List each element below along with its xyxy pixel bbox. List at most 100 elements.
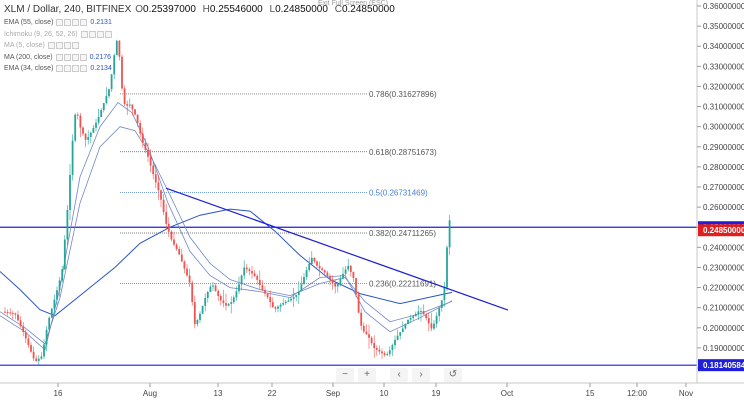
candle-body [297,291,300,295]
price-tick-label: 0.33000000 [703,62,744,71]
candle-body [303,276,305,285]
price-badge-label: 0.18140584 [703,361,744,370]
indicator-control-icon[interactable] [55,42,63,49]
exit-fullscreen-button[interactable]: Exit Full Screen (ESC) [318,0,389,7]
price-tick-label: 0.32000000 [703,82,744,91]
candle-body [427,318,430,324]
candle-body [222,300,225,304]
price-tick-label: 0.21000000 [703,304,744,313]
symbol-title[interactable]: XLM / Dollar, 240, BITFINEX [4,4,132,15]
candle-body [253,273,256,277]
candle-body [258,279,261,286]
indicator-row[interactable]: Ichimoku (9, 26, 52, 26) [4,30,115,38]
candle-body [217,290,220,297]
candle-body [308,263,311,271]
candle-body [95,122,97,128]
indicator-control-icon[interactable] [63,53,71,61]
price-tick-label: 0.30000000 [703,123,744,132]
candle-body [89,132,92,138]
candle-body [357,294,360,313]
indicator-value: 0.2131 [90,19,112,26]
indicator-controls[interactable] [56,19,88,26]
candle-body [6,312,9,314]
indicator-controls[interactable] [80,30,112,38]
candle-body [225,303,227,306]
candle-body [43,344,45,357]
candle-body [152,165,155,175]
indicator-control-icon[interactable] [56,19,64,26]
descending-trendline[interactable] [165,187,509,311]
indicator-control-icon[interactable] [80,19,88,26]
candle-body [118,40,121,57]
candle-body [92,127,95,133]
time-tick-label: 12:00 [627,389,648,398]
candle-body [360,312,363,326]
candle-body [323,270,326,273]
candle-body [71,140,74,175]
zoom-out-button[interactable]: − [336,368,354,382]
indicator-control-icon[interactable] [64,65,72,72]
indicator-control-icon[interactable] [63,42,71,49]
indicator-control-icon[interactable] [80,65,88,72]
indicator-controls[interactable] [56,65,88,72]
scroll-left-button[interactable]: ‹ [390,368,408,382]
candle-body [292,296,295,299]
candle-body [139,123,142,134]
indicator-controls[interactable] [47,42,79,49]
scroll-right-button[interactable]: › [412,368,430,382]
candle-body [251,271,253,274]
indicator-control-icon[interactable] [104,30,112,38]
candle-body [131,104,134,110]
candle-body [45,329,48,345]
candle-body [235,291,238,298]
candle-body [17,314,19,321]
candle-body [121,56,123,89]
candle-body [316,261,318,266]
indicator-control-icon[interactable] [71,42,79,49]
candle-body [448,220,451,248]
candle-body [108,89,110,97]
indicator-control-icon[interactable] [88,30,96,38]
indicator-control-icon[interactable] [56,65,64,72]
candle-body [386,354,389,356]
candle-body [355,278,357,295]
indicator-row[interactable]: EMA (34, close) 0.2134 [4,65,112,72]
candle-body [178,249,181,255]
indicator-row[interactable]: MA (5, close) [4,42,82,49]
candle-body [66,209,69,240]
indicator-control-icon[interactable] [72,65,80,72]
candle-body [383,353,386,355]
indicator-row[interactable]: MA (200, close) 0.2176 [4,53,111,61]
candle-body [63,239,66,270]
indicator-control-icon[interactable] [80,30,88,38]
candle-body [349,265,352,273]
candle-body [420,311,422,313]
candle-body [274,307,277,309]
candle-body [149,156,152,166]
candle-body [61,269,64,281]
candle-body [430,323,433,329]
indicator-control-icon[interactable] [47,42,55,49]
candle-body [284,301,287,304]
price-tick-label: 0.34000000 [703,42,744,51]
indicator-control-icon[interactable] [64,19,72,26]
indicator-controls[interactable] [55,53,87,61]
indicator-control-icon[interactable] [79,53,87,61]
reset-chart-button[interactable]: ↺ [444,368,462,382]
candle-body [318,265,321,269]
indicator-row[interactable]: EMA (55, close) 0.2131 [4,19,112,26]
indicator-control-icon[interactable] [55,53,63,61]
indicator-control-icon[interactable] [96,30,104,38]
indicator-label: EMA (34, close) [4,65,54,72]
candle-body [84,133,87,140]
candle-body [50,308,53,318]
indicator-control-icon[interactable] [71,53,79,61]
candle-body [40,356,43,359]
indicator-control-icon[interactable] [72,19,80,26]
price-tick-label: 0.19000000 [703,344,744,353]
candle-body [19,320,22,327]
candle-body [173,239,175,245]
zoom-in-button[interactable]: + [358,368,376,382]
candle-body [157,182,160,191]
